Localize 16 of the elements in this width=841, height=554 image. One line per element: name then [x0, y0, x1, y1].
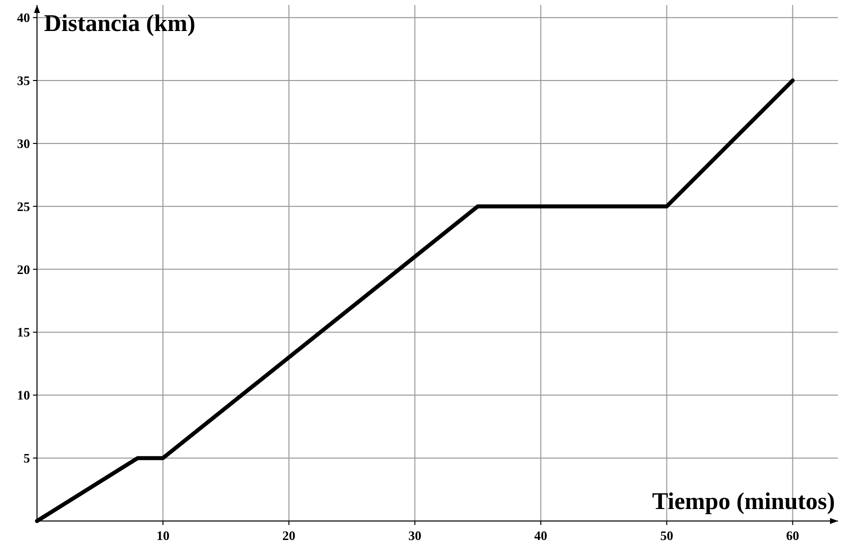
- y-tick-label: 5: [24, 450, 30, 466]
- x-tick-label: 50: [660, 528, 674, 543]
- x-axis-title: Tiempo (minutos): [652, 489, 835, 515]
- y-tick-label: 40: [17, 10, 30, 26]
- y-tick-label: 20: [17, 262, 30, 277]
- y-axis-title: Distancia (km): [44, 11, 196, 37]
- x-tick-label: 60: [786, 528, 800, 543]
- x-tick-label: 10: [156, 528, 170, 543]
- y-tick-label: 15: [17, 324, 30, 340]
- x-tick-label: 30: [408, 528, 422, 543]
- x-tick-label: 40: [534, 528, 548, 543]
- y-tick-label: 35: [17, 73, 30, 88]
- y-tick-label: 30: [17, 136, 30, 151]
- x-tick-label: 20: [282, 528, 296, 543]
- y-tick-label: 10: [17, 388, 30, 403]
- y-tick-label: 25: [17, 198, 30, 214]
